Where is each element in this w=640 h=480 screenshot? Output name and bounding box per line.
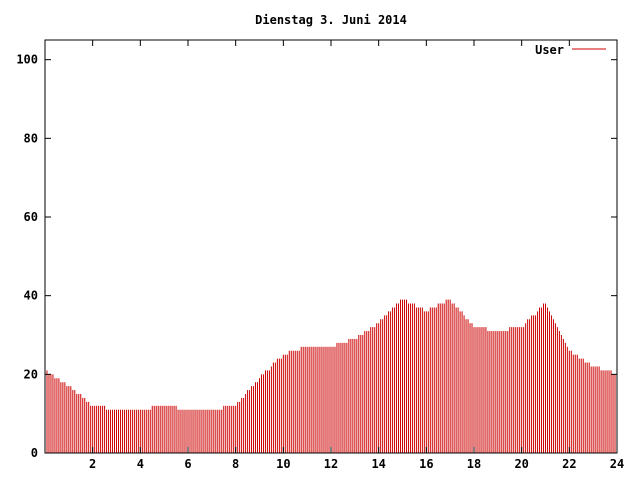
- x-tick-label: 10: [276, 457, 290, 471]
- legend-label-user: User: [535, 43, 564, 57]
- y-tick-label: 40: [24, 289, 38, 303]
- x-tick-label: 24: [610, 457, 624, 471]
- chart-title: Dienstag 3. Juni 2014: [255, 13, 407, 27]
- bars-layer: [44, 299, 618, 453]
- y-tick-label: 80: [24, 131, 38, 145]
- y-tick-label: 100: [16, 53, 38, 67]
- x-tick-label: 8: [232, 457, 239, 471]
- y-tick-label: 20: [24, 367, 38, 381]
- legend: User: [535, 43, 606, 57]
- x-tick-label: 16: [419, 457, 433, 471]
- y-tick-label: 60: [24, 210, 38, 224]
- x-tick-label: 4: [137, 457, 144, 471]
- x-tick-label: 12: [324, 457, 338, 471]
- x-tick-label: 14: [371, 457, 385, 471]
- x-tick-label: 20: [514, 457, 528, 471]
- x-tick-label: 22: [562, 457, 576, 471]
- x-tick-label: 6: [184, 457, 191, 471]
- x-tick-label: 18: [467, 457, 481, 471]
- y-tick-label: 0: [31, 446, 38, 460]
- x-tick-label: 2: [89, 457, 96, 471]
